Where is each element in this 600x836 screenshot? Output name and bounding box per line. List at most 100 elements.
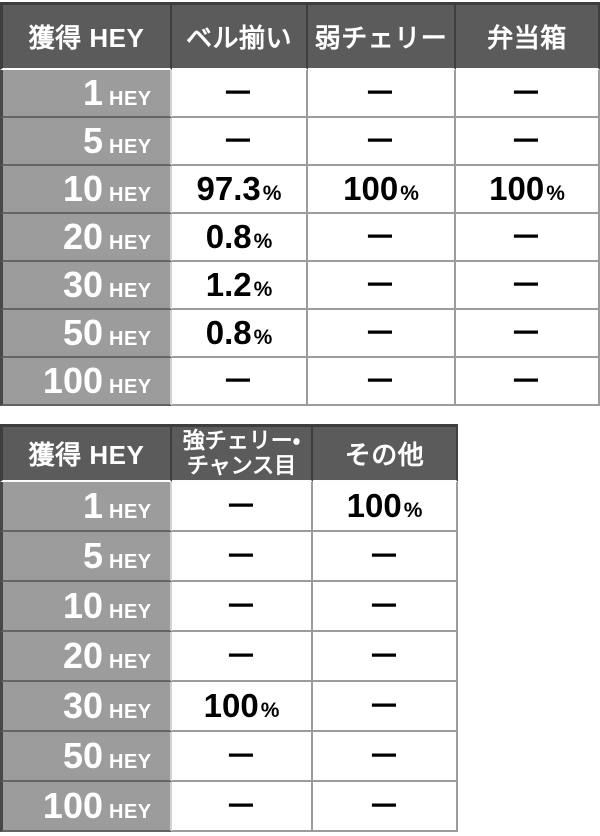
table-cell: − (172, 582, 313, 632)
cell-value: − (226, 489, 255, 522)
cell-value: − (511, 316, 541, 349)
hey-unit: HEY (109, 88, 152, 110)
hey-amount: 10 (62, 585, 103, 626)
cell-value: 1.2 (205, 266, 252, 303)
hey-unit: HEY (109, 501, 152, 523)
table-cell: − (308, 214, 456, 262)
table-cell: 0.8% (172, 214, 308, 262)
row-header-10hey: 10 HEY (0, 166, 172, 214)
cell-value: − (223, 76, 253, 109)
table-cell: − (308, 358, 456, 406)
table-cell: − (456, 70, 600, 118)
table-cell: 0.8% (172, 310, 308, 358)
table-row: 1 HEY − − − (0, 70, 600, 118)
cell-value: − (369, 689, 398, 722)
cell-value: − (369, 789, 398, 822)
table-row: 20 HEY − − (0, 632, 458, 682)
table-cell: − (456, 358, 600, 406)
hey-unit: HEY (109, 232, 152, 254)
cell-value: − (226, 539, 255, 572)
table-row: 1 HEY − 100% (0, 482, 458, 532)
col-header-strong-cherry-chance: 強チェリー・ チャンス目 (172, 424, 313, 482)
cell-value: − (369, 739, 398, 772)
cell-value: 100 (343, 170, 399, 207)
hey-amount: 20 (62, 635, 103, 676)
row-header-100hey: 100 HEY (0, 358, 172, 406)
cell-value: − (511, 220, 541, 253)
table-cell: − (313, 582, 458, 632)
col-header-other: その他 (313, 424, 458, 482)
table-cell: 100% (313, 482, 458, 532)
table-cell: − (172, 482, 313, 532)
hey-amount: 1 (82, 485, 103, 526)
percent-unit: % (260, 699, 280, 722)
percent-unit: % (546, 182, 565, 205)
table-cell: − (456, 118, 600, 166)
header-row: 獲得 HEY 強チェリー・ チャンス目 その他 (0, 424, 458, 482)
table-cell: − (172, 632, 313, 682)
percent-unit: % (253, 278, 273, 301)
cell-value: − (365, 268, 395, 301)
cell-value: − (365, 220, 395, 253)
cell-value: 100 (346, 487, 402, 524)
col-header-acquired-hey: 獲得 HEY (0, 2, 172, 70)
hey-amount: 10 (62, 168, 103, 209)
table-row: 30 HEY 100% − (0, 682, 458, 732)
hey-amount: 20 (62, 216, 103, 257)
table-row: 5 HEY − − − (0, 118, 600, 166)
cell-value: − (511, 364, 541, 397)
cell-value: − (511, 268, 541, 301)
row-header-50hey: 50 HEY (0, 310, 172, 358)
table-cell: − (313, 682, 458, 732)
hey-amount: 5 (82, 120, 103, 161)
table-cell: − (308, 262, 456, 310)
table-row: 100 HEY − − (0, 782, 458, 832)
table-cell: − (172, 118, 308, 166)
percent-unit: % (403, 499, 423, 522)
hey-unit: HEY (109, 651, 152, 673)
hey-table-strong-cherry-other: 獲得 HEY 強チェリー・ チャンス目 その他 1 HEY − 100% 5 HEY … (0, 424, 458, 832)
table-cell: − (313, 732, 458, 782)
row-header-30hey: 30 HEY (0, 262, 172, 310)
cell-value: − (369, 639, 398, 672)
table-cell: − (313, 632, 458, 682)
table-cell: − (172, 358, 308, 406)
row-header-30hey: 30 HEY (0, 682, 172, 732)
cell-value: − (365, 124, 395, 157)
col-header-acquired-hey: 獲得 HEY (0, 424, 172, 482)
row-header-1hey: 1 HEY (0, 482, 172, 532)
cell-value: 0.8 (205, 218, 252, 255)
percent-unit: % (253, 230, 273, 253)
cell-value: − (365, 76, 395, 109)
col-header-bento-box: 弁当箱 (456, 2, 600, 70)
hey-unit: HEY (109, 551, 152, 573)
hey-amount: 50 (62, 735, 103, 776)
table-row: 20 HEY 0.8% − − (0, 214, 600, 262)
table-cell: − (313, 782, 458, 832)
cell-value: 100 (489, 170, 545, 207)
hey-unit: HEY (109, 280, 152, 302)
table-cell: − (308, 70, 456, 118)
hey-unit: HEY (109, 751, 152, 773)
hey-amount: 1 (82, 72, 103, 113)
cell-value: 0.8 (205, 314, 252, 351)
table-cell: 97.3% (172, 166, 308, 214)
hey-unit: HEY (109, 701, 152, 723)
hey-amount: 5 (82, 535, 103, 576)
hey-amount: 30 (62, 685, 103, 726)
cell-value: 97.3 (196, 170, 261, 207)
table-cell: 100% (308, 166, 456, 214)
row-header-1hey: 1 HEY (0, 70, 172, 118)
row-header-20hey: 20 HEY (0, 632, 172, 682)
table-cell: − (456, 262, 600, 310)
header-line-1: 強チェリー・ (182, 427, 301, 453)
table-row: 50 HEY − − (0, 732, 458, 782)
cell-value: − (226, 589, 255, 622)
table-row: 10 HEY − − (0, 582, 458, 632)
hey-amount: 100 (42, 785, 103, 826)
row-header-50hey: 50 HEY (0, 732, 172, 782)
percent-unit: % (262, 182, 282, 205)
row-header-100hey: 100 HEY (0, 782, 172, 832)
row-header-20hey: 20 HEY (0, 214, 172, 262)
row-header-5hey: 5 HEY (0, 118, 172, 166)
